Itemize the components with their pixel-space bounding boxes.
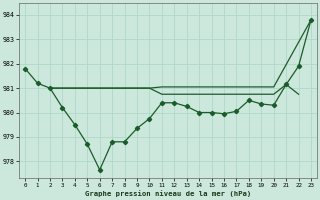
X-axis label: Graphe pression niveau de la mer (hPa): Graphe pression niveau de la mer (hPa)	[85, 190, 251, 197]
